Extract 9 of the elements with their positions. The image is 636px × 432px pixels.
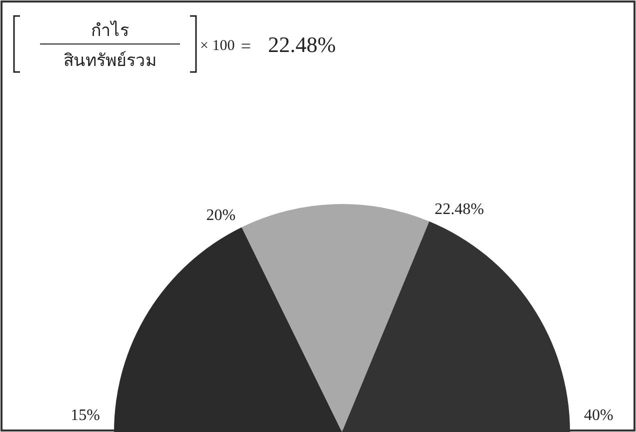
text: 22.48% [268, 32, 336, 57]
text: 22.48% [434, 200, 484, 218]
text: 20% [206, 207, 236, 224]
text: สินทรัพย์รวม [64, 51, 156, 70]
text: 15% [70, 407, 100, 424]
text: = [240, 36, 252, 56]
text: × 100 [200, 38, 235, 54]
text: กำไร [91, 20, 129, 40]
text: 40% [584, 407, 614, 424]
